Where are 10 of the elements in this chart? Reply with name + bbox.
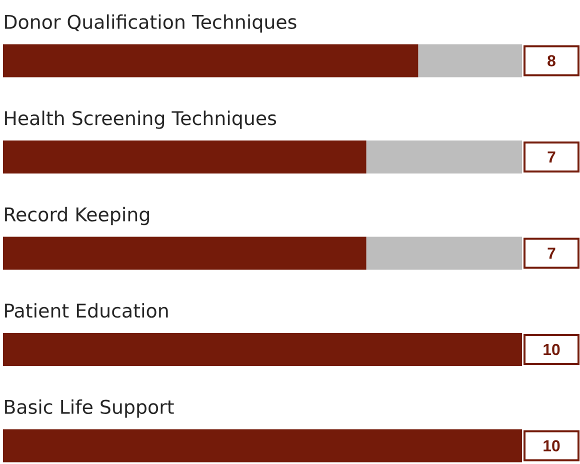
y-tick-label: Basic Life Support [5, 399, 174, 418]
y-tick-label: Donor Qualification Techniques [5, 14, 296, 33]
y-tick-label: Record Keeping [5, 206, 149, 226]
data-label: 10 [544, 440, 560, 452]
data-label: 8 [548, 55, 556, 66]
y-tick-label: Patient Education [5, 303, 168, 318]
y-tick-label: Health Screening Techniques [5, 110, 276, 129]
data-label: 7 [548, 152, 556, 162]
data-label: 10 [544, 344, 560, 356]
data-label: 7 [548, 248, 556, 259]
